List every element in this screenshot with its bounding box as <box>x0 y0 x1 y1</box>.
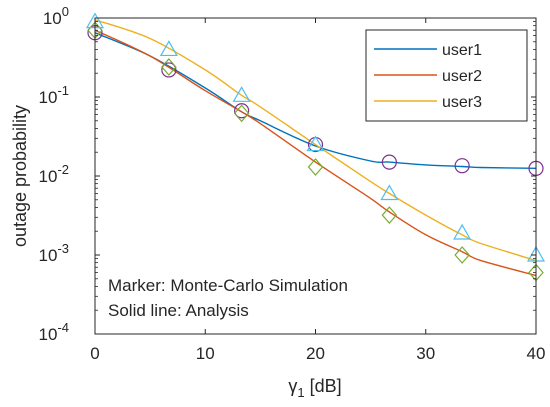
marker-user1 <box>234 103 250 119</box>
marker-user1 <box>381 154 397 170</box>
y-tick-label: 10-4 <box>39 320 69 344</box>
y-axis-ticks: 100 10-1 10-2 10-3 10-4 <box>39 4 536 344</box>
annotation-lines: Solid line: Analysis <box>108 301 249 320</box>
x-tick-label: 40 <box>527 344 546 363</box>
marker-user1 <box>454 158 470 174</box>
series-line-user1 <box>94 32 537 169</box>
legend-label-user1: user1 <box>442 42 482 59</box>
x-axis-ticks: 0 10 20 30 40 <box>90 18 545 363</box>
marker-user3 <box>380 184 399 201</box>
legend: user1 user2 user3 <box>365 29 528 122</box>
legend-label-user3: user3 <box>442 94 482 111</box>
marker-user1 <box>161 62 177 78</box>
marker-user2 <box>381 206 398 225</box>
y-axis-label: outage probability <box>10 105 30 247</box>
series-line-user2 <box>94 29 537 277</box>
y-tick-label: 10-2 <box>39 162 69 186</box>
marker-user3 <box>232 86 251 102</box>
annotation-markers: Marker: Monte-Carlo Simulation <box>108 276 348 295</box>
y-tick-label: 10-1 <box>39 83 69 107</box>
x-tick-label: 30 <box>416 344 435 363</box>
series-line-user3 <box>94 19 537 262</box>
y-tick-label: 100 <box>43 4 69 28</box>
marker-user2 <box>161 58 177 76</box>
marker-user3 <box>159 40 178 57</box>
marker-user2 <box>307 158 324 176</box>
series-lines <box>94 19 537 277</box>
y-tick-label: 10-3 <box>39 241 69 265</box>
x-tick-label: 10 <box>196 344 215 363</box>
marker-user3 <box>306 135 325 152</box>
marker-user2 <box>233 104 250 123</box>
marker-user3 <box>453 223 472 240</box>
x-tick-label: 0 <box>90 344 99 363</box>
marker-user2 <box>454 246 470 264</box>
x-axis-label: γ1 [dB] <box>288 376 341 400</box>
x-tick-label: 20 <box>306 344 325 363</box>
legend-label-user2: user2 <box>442 68 482 85</box>
